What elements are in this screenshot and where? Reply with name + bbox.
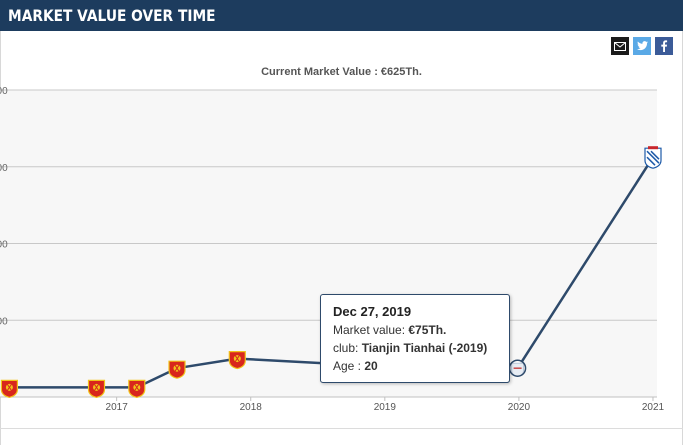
data-point-guangzhou-crest[interactable] (0, 379, 18, 399)
tooltip-age-row: Age : 20 (333, 359, 378, 373)
tooltip-club-label: club: (333, 341, 362, 355)
y-tick-label: 600 (0, 163, 8, 174)
mail-icon[interactable] (611, 37, 629, 55)
tooltip-market-label: Market value: (333, 323, 409, 337)
section-header: MARKET VALUE OVER TIME (0, 0, 683, 31)
tooltip-club-row: club: Tianjin Tianhai (-2019) (333, 341, 487, 355)
section-title: MARKET VALUE OVER TIME (8, 6, 216, 25)
data-point-tianjin-crest[interactable] (509, 360, 526, 377)
tooltip-date: Dec 27, 2019 (333, 304, 412, 319)
data-point-guangzhou-crest[interactable] (168, 360, 186, 379)
tooltip-age-label: Age : (333, 359, 365, 373)
x-tick-label: 2021 (642, 402, 665, 413)
x-tick-label: 2017 (106, 402, 129, 413)
tooltip-age-value: 20 (364, 359, 378, 373)
data-point-guangzhou-crest[interactable] (228, 351, 246, 370)
x-tick-label: 2018 (240, 402, 263, 413)
facebook-icon[interactable] (655, 37, 673, 55)
tooltip-club-value: Tianjin Tianhai (-2019) (361, 341, 488, 355)
chart-tooltip: Dec 27, 2019 Market value: €75Th. club: … (320, 294, 510, 383)
x-tick-label: 2019 (374, 402, 397, 413)
tooltip-market-value-row: Market value: €75Th. (333, 323, 446, 337)
bottom-divider (0, 428, 683, 429)
y-tick-label: 400 (0, 240, 8, 251)
x-tick-label: 2020 (508, 402, 531, 413)
y-tick-label: 200 (0, 316, 8, 327)
y-tick-label: 800 (0, 86, 8, 97)
current-market-value: Current Market Value : €625Th. (261, 66, 422, 78)
tooltip-market-value: €75Th. (408, 323, 447, 337)
data-point-guangzhou-crest[interactable] (128, 379, 146, 399)
data-point-guangzhou-crest[interactable] (87, 379, 106, 399)
data-point-shanghai-crest[interactable] (644, 146, 662, 169)
twitter-icon[interactable] (633, 37, 651, 55)
